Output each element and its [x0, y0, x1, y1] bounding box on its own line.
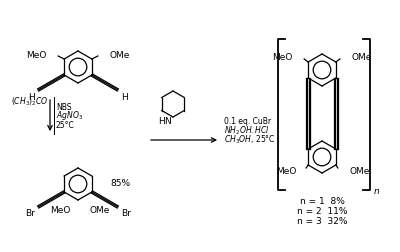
- Text: n = 3  32%: n = 3 32%: [297, 217, 347, 227]
- Text: Br: Br: [25, 209, 35, 218]
- Text: OMe: OMe: [90, 206, 110, 215]
- Text: H: H: [121, 93, 128, 102]
- Text: MeO: MeO: [276, 167, 296, 175]
- Text: MeO: MeO: [272, 52, 292, 61]
- Text: MeO: MeO: [50, 206, 70, 215]
- Text: MeO: MeO: [26, 50, 46, 59]
- Text: H: H: [28, 93, 35, 102]
- Text: $CH_3OH$, 25°C: $CH_3OH$, 25°C: [224, 134, 276, 146]
- Text: N: N: [164, 117, 171, 127]
- Text: 25°C: 25°C: [56, 120, 75, 130]
- Text: n = 2  11%: n = 2 11%: [297, 207, 347, 216]
- Text: NBS: NBS: [56, 103, 72, 111]
- Text: Br: Br: [121, 209, 131, 218]
- Text: OMe: OMe: [110, 50, 130, 59]
- Text: H: H: [158, 117, 165, 127]
- Text: OMe: OMe: [350, 167, 370, 175]
- Text: n = 1  8%: n = 1 8%: [300, 198, 344, 206]
- Text: $AgNO_3$: $AgNO_3$: [56, 110, 83, 122]
- Text: OMe: OMe: [352, 52, 372, 61]
- Text: 0.1 eq. CuBr: 0.1 eq. CuBr: [224, 117, 271, 127]
- Text: 85%: 85%: [110, 179, 130, 188]
- Text: $(CH_3)_2CO$: $(CH_3)_2CO$: [10, 96, 48, 108]
- Text: $NH_2OH.HCl$: $NH_2OH.HCl$: [224, 125, 270, 137]
- Text: n: n: [374, 187, 380, 197]
